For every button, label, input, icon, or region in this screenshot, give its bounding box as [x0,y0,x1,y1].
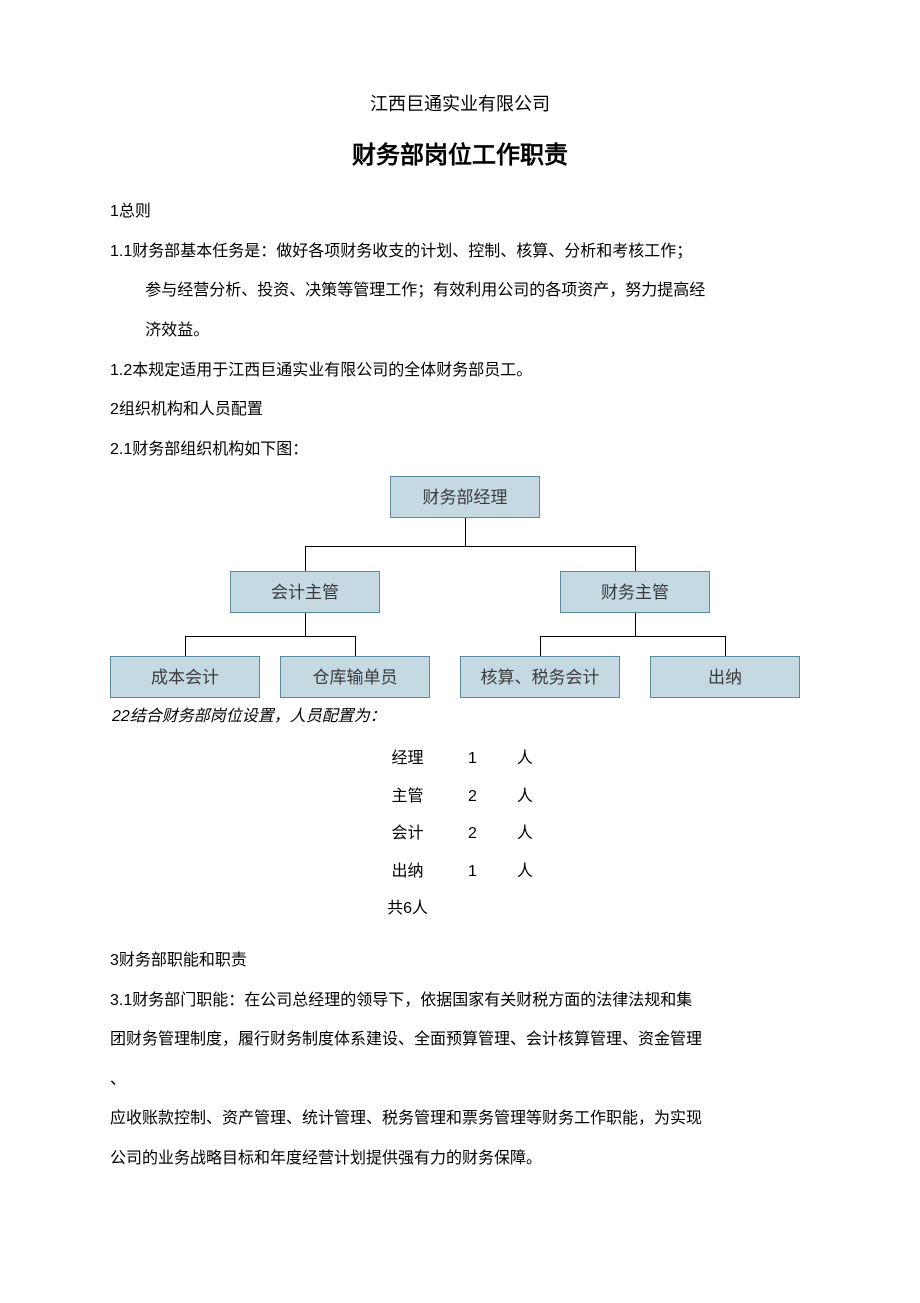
staffing-unit: 人 [497,778,553,816]
staffing-role: 主管 [367,778,448,816]
section-3-1-line1: 3.1财务部门职能：在公司总经理的领导下，依据国家有关财税方面的法律法规和集 [110,988,810,1014]
org-node-root: 财务部经理 [390,476,540,518]
table-row: 出纳 1 人 [367,853,553,891]
org-node-leaf4: 出纳 [650,656,800,698]
org-connector [305,613,306,636]
section-2-2: 22结合财务部岗位设置，人员配置为： [110,704,810,730]
staffing-unit: 人 [497,740,553,778]
staffing-count: 1 [448,853,497,891]
section-1-1-line1: 1.1财务部基本任务是：做好各项财务收支的计划、控制、核算、分析和考核工作； [110,239,810,265]
section-3-1-line4: 应收账款控制、资产管理、统计管理、税务管理和票务管理等财务工作职能，为实现 [110,1106,810,1132]
staffing-unit: 人 [497,815,553,853]
org-chart: 财务部经理 会计主管 财务主管 成本会计 仓库输单员 核算、税务会计 出纳 [110,476,810,706]
staffing-total: 共6人 [367,890,448,928]
section-1-1-line3: 济效益。 [110,318,810,344]
section-1-2: 1.2本规定适用于江西巨通实业有限公司的全体财务部员工。 [110,358,810,384]
section-3-1-line5: 公司的业务战略目标和年度经营计划提供强有力的财务保障。 [110,1146,810,1172]
org-connector [305,546,306,571]
org-connector [355,636,356,656]
org-node-leaf1: 成本会计 [110,656,260,698]
staffing-unit: 人 [497,853,553,891]
section-3-heading: 3财务部职能和职责 [110,948,810,974]
table-row: 经理 1 人 [367,740,553,778]
section-2-1: 2.1财务部组织机构如下图： [110,437,810,463]
staffing-table: 经理 1 人 主管 2 人 会计 2 人 出纳 1 人 共6人 [367,740,553,928]
org-connector [725,636,726,656]
staffing-role: 出纳 [367,853,448,891]
company-name: 江西巨通实业有限公司 [110,90,810,119]
org-connector [540,636,541,656]
org-connector [635,613,636,636]
section-3-1-line2: 团财务管理制度，履行财务制度体系建设、全面预算管理、会计核算管理、资金管理 [110,1027,810,1053]
document-title: 财务部岗位工作职责 [110,137,810,175]
staffing-count: 2 [448,778,497,816]
org-connector [465,518,466,546]
org-connector [635,546,636,571]
org-connector [185,636,186,656]
staffing-role: 会计 [367,815,448,853]
section-1-1-line2: 参与经营分析、投资、决策等管理工作；有效利用公司的各项资产，努力提高经 [110,278,810,304]
section-2-heading: 2组织机构和人员配置 [110,397,810,423]
section-1-heading: 1总则 [110,199,810,225]
org-node-left-mgr: 会计主管 [230,571,380,613]
staffing-count: 2 [448,815,497,853]
table-row: 共6人 [367,890,553,928]
org-connector [305,546,635,547]
table-row: 会计 2 人 [367,815,553,853]
staffing-role: 经理 [367,740,448,778]
org-connector [540,636,725,637]
section-3-1-line3: 、 [110,1067,810,1093]
org-node-leaf2: 仓库输单员 [280,656,430,698]
org-connector [185,636,355,637]
staffing-count: 1 [448,740,497,778]
org-node-right-mgr: 财务主管 [560,571,710,613]
org-node-leaf3: 核算、税务会计 [460,656,620,698]
table-row: 主管 2 人 [367,778,553,816]
